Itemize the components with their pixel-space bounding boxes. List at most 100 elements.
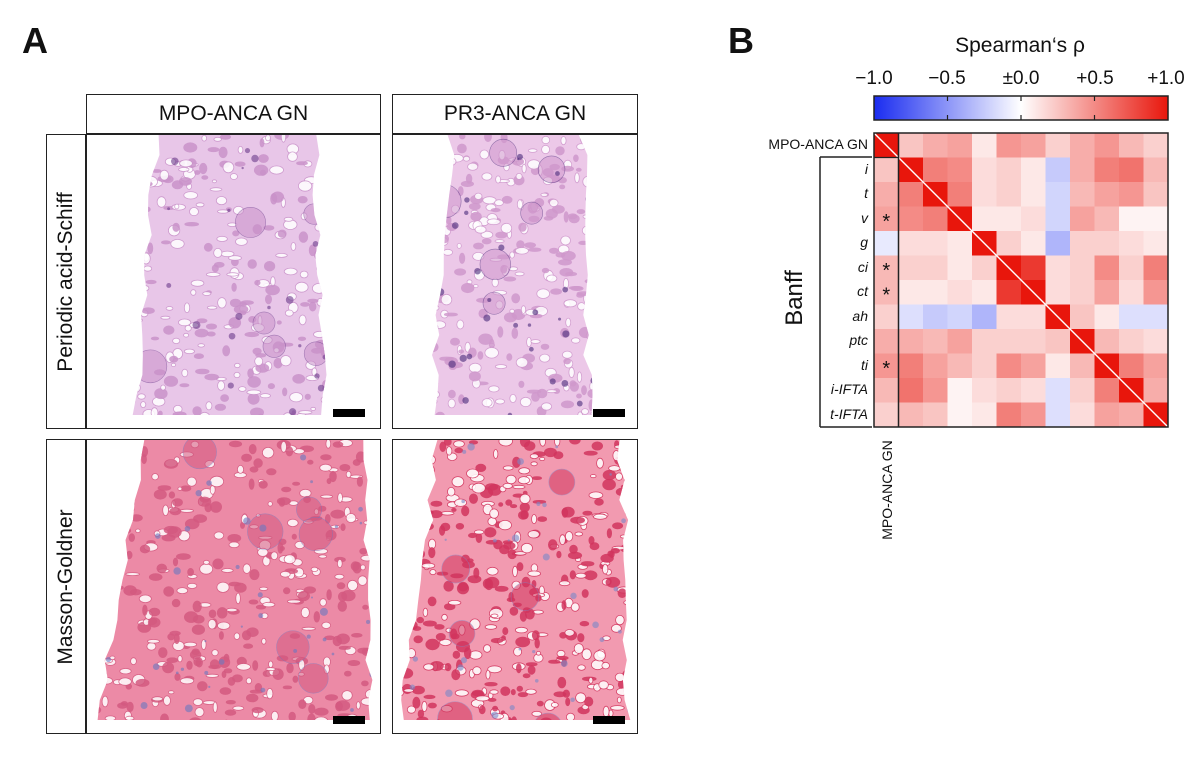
heatmap-cell [923, 353, 948, 379]
heatmap-cell [996, 304, 1022, 330]
heatmap-cell [1045, 133, 1071, 158]
heatmap-cell [923, 231, 948, 256]
heatmap-cell [1021, 231, 1046, 256]
heatmap-cell [898, 280, 924, 305]
heatmap-cell [972, 329, 997, 354]
heatmap-cell [1143, 304, 1169, 330]
heatmap-cell [996, 353, 1022, 379]
heatmap-cell [898, 378, 924, 403]
heatmap-cell [1021, 157, 1046, 183]
heatmap-cell [1094, 206, 1120, 232]
heatmap-cell [874, 304, 899, 330]
heatmap-cell [923, 206, 948, 232]
heatmap-cell [1070, 133, 1095, 158]
colorbar-tick-label: +1.0 [1147, 68, 1185, 89]
heatmap-cell [1021, 182, 1046, 207]
heatmap-cell [1119, 255, 1144, 281]
banff-bracket [819, 156, 872, 428]
scale-bar [593, 716, 625, 724]
micrograph-mg-pr3-image [401, 440, 631, 720]
heatmap-cell [874, 329, 899, 354]
micrograph-pas-mpo [86, 134, 381, 429]
heatmap-cell [1094, 231, 1120, 256]
heatmap-cell [1070, 353, 1095, 379]
heatmap-cell [947, 255, 973, 281]
heatmap-cell [1119, 157, 1144, 183]
heatmap-cell [874, 231, 899, 256]
heatmap-cell [947, 402, 973, 428]
heatmap-cell [923, 280, 948, 305]
heatmap-cell [972, 402, 997, 428]
heatmap-row-label: ti [861, 356, 868, 373]
significance-marker: * [882, 358, 890, 380]
colorbar-tick-label: +0.5 [1076, 68, 1114, 89]
colorbar-title: Spearman‘s ρ [955, 34, 1085, 57]
heatmap-cell [1119, 304, 1144, 330]
heatmap-cell [1143, 280, 1169, 305]
heatmap-cell [874, 182, 899, 207]
heatmap-cell [898, 255, 924, 281]
heatmap-cell [1070, 231, 1095, 256]
heatmap-row-label: i [864, 160, 868, 177]
heatmap-cell [898, 402, 924, 428]
heatmap-cell [996, 280, 1022, 305]
heatmap-cell [874, 206, 899, 232]
heatmap-cell [1045, 353, 1071, 379]
heatmap-row-label: ptc [849, 332, 868, 349]
heatmap-cell [996, 206, 1022, 232]
panel-a-letter: A [22, 20, 48, 61]
micrograph-pas-pr3 [392, 134, 638, 429]
heatmap-cell [1143, 329, 1169, 354]
heatmap-row-label: v [861, 209, 868, 226]
heatmap-cell [898, 206, 924, 232]
heatmap-cell [874, 255, 899, 281]
colorbar-tick-label: −1.0 [855, 68, 893, 89]
heatmap-cell [1021, 402, 1046, 428]
heatmap-cell [996, 231, 1022, 256]
heatmap-cell [1094, 182, 1120, 207]
heatmap-row-label: i-IFTA [830, 381, 868, 398]
row-header-pas: Periodic acid-Schiff [46, 134, 86, 429]
heatmap-cell [1143, 255, 1169, 281]
heatmap-cell [1143, 353, 1169, 379]
heatmap-cell [923, 157, 948, 183]
heatmap-cell [1094, 133, 1120, 158]
micrograph-mg-mpo-image [97, 440, 373, 720]
heatmap-row-label: g [860, 234, 868, 251]
heatmap-cell [898, 182, 924, 207]
heatmap-cell [1045, 255, 1071, 281]
heatmap-cell [972, 182, 997, 207]
heatmap-cell [1021, 304, 1046, 330]
colorbar-tick-label: −0.5 [928, 68, 966, 89]
tissue-section [97, 440, 373, 720]
heatmap-cell [1094, 402, 1120, 428]
heatmap-cell [947, 304, 973, 330]
column-header-pr3: PR3-ANCA GN [392, 94, 638, 134]
heatmap-cells: **** [873, 132, 1169, 428]
heatmap-cell [1070, 255, 1095, 281]
scale-bar [593, 409, 625, 417]
tissue-section [132, 135, 327, 415]
heatmap-cell [1119, 329, 1144, 354]
tissue-section [432, 135, 593, 415]
heatmap-row-label: t [864, 185, 868, 202]
heatmap-cell [1070, 182, 1095, 207]
heatmap-cell [972, 378, 997, 403]
heatmap-cell [1119, 206, 1144, 232]
heatmap-cell [898, 329, 924, 354]
heatmap-cell [947, 329, 973, 354]
heatmap-cell [1070, 157, 1095, 183]
heatmap-cell [1070, 304, 1095, 330]
heatmap-cell [1119, 353, 1144, 379]
heatmap-cell [1045, 231, 1071, 256]
heatmap-cell [1094, 378, 1120, 403]
heatmap-diagonal [873, 132, 1169, 428]
heatmap-cell [972, 353, 997, 379]
heatmap-cell [947, 280, 973, 305]
heatmap-cell [972, 157, 997, 183]
significance-marker: * [882, 260, 890, 282]
heatmap-cell [996, 157, 1022, 183]
heatmap-cell [947, 133, 973, 158]
heatmap-cell [874, 157, 899, 183]
heatmap-cell [996, 329, 1022, 354]
